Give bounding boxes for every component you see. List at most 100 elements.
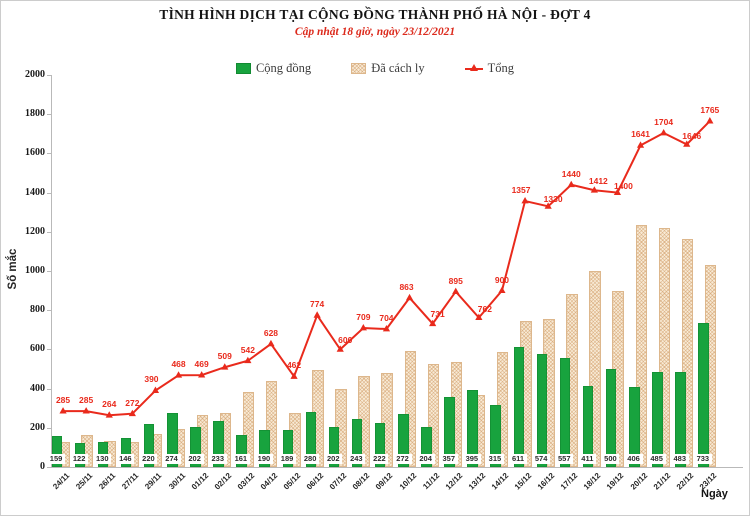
y-axis-line	[51, 75, 52, 467]
bar-value-label: 574	[532, 454, 551, 464]
total-value-label: 704	[379, 313, 394, 324]
total-point-marker-icon	[336, 345, 344, 352]
legend-item-total: Tổng	[464, 60, 515, 76]
total-point-marker-icon	[244, 356, 252, 364]
y-axis-tick-mark	[47, 114, 51, 116]
total-value-label: 774	[310, 299, 325, 310]
bar-community	[398, 413, 409, 467]
bar-community	[513, 347, 525, 467]
bar-quarantined	[427, 363, 440, 467]
total-point-marker-icon	[683, 140, 691, 147]
bar-quarantined	[242, 392, 255, 467]
total-value-label: 1412	[588, 176, 608, 187]
total-value-label: 731	[430, 308, 445, 319]
total-value-label: 285	[79, 395, 94, 406]
total-value-label: 469	[194, 359, 209, 370]
total-value-label: 1704	[654, 117, 674, 128]
bar-value-label: 274	[162, 454, 181, 464]
total-point-marker-icon	[706, 117, 714, 124]
bar-value-label: 202	[324, 454, 343, 464]
total-value-label: 900	[494, 274, 510, 285]
total-point-marker-icon	[544, 202, 552, 209]
total-value-label: 1646	[682, 131, 702, 142]
legend-label-community: Cộng đồng	[255, 60, 312, 75]
y-axis-tick-label: 0	[40, 461, 45, 472]
legend-item-community: Cộng đồng	[235, 60, 312, 76]
y-axis-tick-label: 1400	[25, 186, 45, 198]
y-axis-tick-label: 600	[30, 343, 45, 355]
y-axis-tick-mark	[47, 231, 51, 233]
bar-community	[328, 427, 340, 467]
quarantined-swatch-icon	[351, 62, 367, 74]
bar-community	[213, 421, 224, 467]
total-value-label: 509	[217, 351, 232, 362]
bar-community	[143, 423, 155, 467]
bar-value-label: 222	[370, 454, 389, 464]
bar-value-label: 220	[139, 454, 158, 464]
bar-value-label: 611	[509, 454, 528, 464]
bar-value-label: 272	[393, 454, 412, 464]
total-point-marker-icon	[429, 319, 437, 327]
y-axis-tick-label: 1600	[25, 147, 45, 159]
bar-value-label: 733	[693, 454, 712, 464]
total-point-marker-icon	[452, 287, 460, 294]
chart-subtitle: Cập nhật 18 giờ, ngày 23/12/2021	[294, 26, 456, 38]
bar-community	[282, 429, 294, 467]
bar-community	[629, 387, 640, 467]
bar-value-label: 411	[578, 454, 597, 464]
bar-community	[167, 413, 178, 467]
bar-community	[190, 427, 201, 467]
bar-community	[351, 419, 363, 467]
total-point-marker-icon	[521, 197, 529, 204]
y-axis-tick-mark	[47, 388, 51, 390]
y-axis-tick-label: 1000	[25, 265, 45, 276]
bar-community	[236, 435, 247, 467]
y-axis-tick-mark	[47, 467, 51, 468]
y-axis-tick-label: 200	[30, 421, 45, 433]
x-axis-title: Ngày	[701, 488, 728, 500]
bar-quarantined	[381, 372, 393, 467]
bar-community	[675, 372, 686, 467]
y-axis-tick-mark	[47, 153, 51, 155]
total-value-label: 1357	[511, 185, 531, 196]
bar-value-label: 189	[278, 454, 297, 464]
community-swatch-icon	[235, 62, 251, 74]
legend-label-total: Tổng	[487, 60, 515, 75]
bar-value-label: 122	[70, 454, 89, 464]
bar-value-label: 202	[185, 454, 204, 464]
y-axis-tick-mark	[47, 310, 51, 312]
bar-value-label: 357	[439, 454, 458, 464]
total-point-marker-icon	[198, 371, 206, 378]
bar-value-label: 485	[647, 454, 666, 464]
total-value-label: 264	[102, 399, 117, 410]
total-value-label: 628	[263, 327, 279, 338]
y-axis-tick-label: 800	[30, 304, 45, 316]
bar-value-label: 190	[254, 454, 273, 464]
bar-community	[536, 354, 548, 467]
total-value-label: 272	[125, 397, 140, 408]
total-point-marker-icon	[613, 188, 622, 195]
total-point-marker-icon	[174, 371, 183, 378]
bar-quarantined	[404, 351, 417, 467]
bar-value-label: 233	[208, 454, 227, 464]
bar-value-label: 315	[485, 454, 504, 464]
bar-value-label: 159	[47, 454, 66, 464]
total-point-marker-icon	[359, 324, 367, 331]
total-point-marker-icon	[151, 386, 160, 393]
bar-community	[421, 427, 432, 467]
total-value-label: 1400	[613, 180, 633, 191]
total-point-marker-icon	[590, 186, 598, 193]
total-value-label: 285	[55, 395, 71, 406]
total-point-marker-icon	[313, 311, 321, 318]
bar-quarantined	[589, 270, 601, 467]
bar-value-label: 483	[670, 454, 689, 464]
bar-community	[559, 357, 571, 467]
bar-value-label: 406	[624, 454, 643, 464]
total-point-marker-icon	[498, 286, 506, 293]
total-point-marker-icon	[475, 313, 483, 321]
total-value-label: 390	[144, 373, 159, 384]
bar-community	[490, 405, 501, 467]
y-axis-tick-label: 1800	[25, 108, 45, 120]
